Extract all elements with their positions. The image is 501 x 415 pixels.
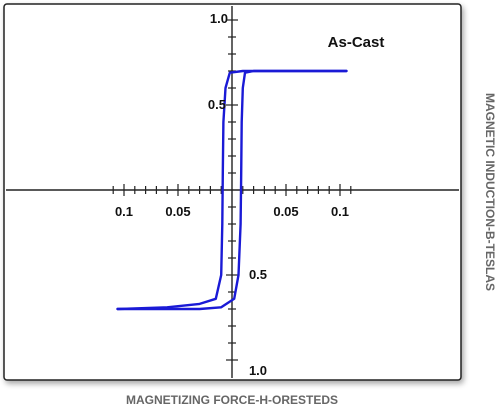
x-tick-label: 0.1 [331, 204, 349, 219]
tick-labels: 0.1 0.05 0.05 0.1 1.0 0.5 0.5 1.0 [115, 11, 349, 378]
y-tick-label: 0.5 [208, 97, 226, 112]
axis-ticks [112, 19, 352, 361]
y-tick-label: 1.0 [249, 363, 267, 378]
series-line-1 [116, 69, 348, 311]
y-tick-label: 1.0 [210, 11, 228, 26]
axes [6, 6, 459, 378]
x-tick-label: 0.05 [165, 204, 190, 219]
annotation-as-cast: As-Cast [328, 34, 385, 51]
series-line-2 [116, 69, 348, 311]
x-tick-label: 0.1 [115, 204, 133, 219]
y-axis-title: MAGNETIC INDUCTION-B-TESLAS [483, 93, 497, 291]
x-tick-label: 0.05 [273, 204, 298, 219]
series-layer [116, 69, 348, 311]
y-tick-label: 0.5 [249, 267, 267, 282]
x-axis-title: MAGNETIZING FORCE-H-ORESTEDS [126, 393, 338, 407]
